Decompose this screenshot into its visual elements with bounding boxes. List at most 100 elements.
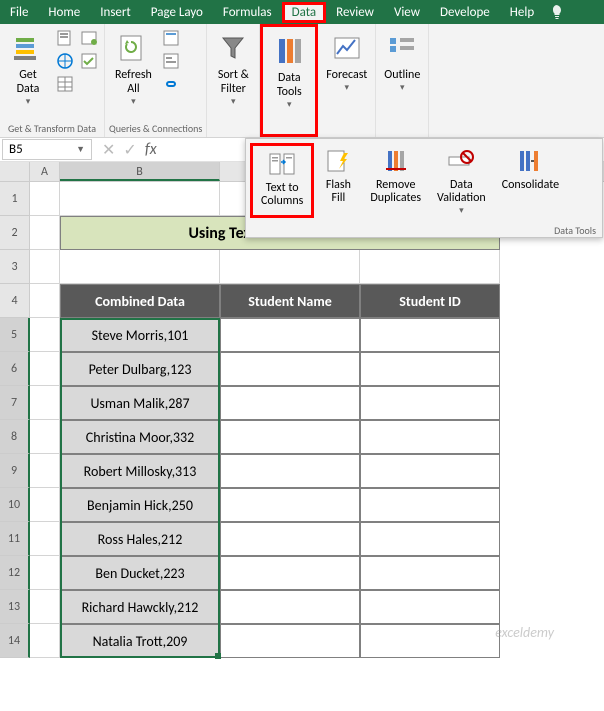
- cell-A12[interactable]: [30, 556, 60, 590]
- cell-C7[interactable]: [220, 386, 360, 420]
- properties-icon[interactable]: [160, 50, 182, 72]
- row-header-7[interactable]: 7: [0, 386, 30, 420]
- tab-home[interactable]: Home: [38, 2, 90, 23]
- remove-duplicates-button[interactable]: Remove Duplicates: [362, 143, 429, 218]
- existing-conn-icon[interactable]: [78, 50, 100, 72]
- cell-A5[interactable]: [30, 318, 60, 352]
- cell-D8[interactable]: [360, 420, 500, 454]
- row-header-5[interactable]: 5: [0, 318, 30, 352]
- cell-C11[interactable]: [220, 522, 360, 556]
- row-header-4[interactable]: 4: [0, 284, 30, 318]
- cell-C10[interactable]: [220, 488, 360, 522]
- data-validation-button[interactable]: Data Validation ▾: [429, 143, 494, 218]
- tab-help[interactable]: Help: [500, 2, 544, 23]
- consolidate-button[interactable]: Consolidate: [494, 143, 567, 218]
- cell-B8[interactable]: Christina Moor,332: [60, 420, 220, 454]
- cell-D12[interactable]: [360, 556, 500, 590]
- cell-C8[interactable]: [220, 420, 360, 454]
- fx-icon[interactable]: fx: [145, 140, 157, 159]
- cell-B1[interactable]: [60, 182, 220, 216]
- get-data-button[interactable]: Get Data ▾: [4, 27, 52, 110]
- cell-C14[interactable]: [220, 624, 360, 658]
- cell-D4[interactable]: Student ID: [360, 284, 500, 318]
- outline-button[interactable]: Outline ▾: [378, 27, 426, 96]
- queries-icon[interactable]: [160, 27, 182, 49]
- col-header-B[interactable]: B: [60, 162, 220, 181]
- row-header-8[interactable]: 8: [0, 420, 30, 454]
- cell-A10[interactable]: [30, 488, 60, 522]
- cell-C9[interactable]: [220, 454, 360, 488]
- cell-D6[interactable]: [360, 352, 500, 386]
- tab-view[interactable]: View: [384, 2, 430, 23]
- refresh-all-button[interactable]: Refresh All ▾: [109, 27, 158, 110]
- tab-data[interactable]: Data: [282, 2, 327, 23]
- cell-A13[interactable]: [30, 590, 60, 624]
- cell-C6[interactable]: [220, 352, 360, 386]
- cell-B12[interactable]: Ben Ducket,223: [60, 556, 220, 590]
- tab-formulas[interactable]: Formulas: [213, 2, 282, 23]
- text-to-columns-button[interactable]: Text to Columns: [250, 143, 314, 218]
- row-header-1[interactable]: 1: [0, 182, 30, 216]
- row-header-13[interactable]: 13: [0, 590, 30, 624]
- forecast-button[interactable]: Forecast ▾: [320, 27, 373, 96]
- row-header-14[interactable]: 14: [0, 624, 30, 658]
- cell-A7[interactable]: [30, 386, 60, 420]
- row-header-9[interactable]: 9: [0, 454, 30, 488]
- cell-D10[interactable]: [360, 488, 500, 522]
- cell-A2[interactable]: [30, 216, 60, 250]
- cell-A8[interactable]: [30, 420, 60, 454]
- cell-B4[interactable]: Combined Data: [60, 284, 220, 318]
- flash-fill-button[interactable]: Flash Fill: [314, 143, 362, 218]
- cell-C4[interactable]: Student Name: [220, 284, 360, 318]
- cell-D5[interactable]: [360, 318, 500, 352]
- cell-D9[interactable]: [360, 454, 500, 488]
- tab-file[interactable]: File: [0, 2, 38, 23]
- cell-A4[interactable]: [30, 284, 60, 318]
- from-web-icon[interactable]: [54, 50, 76, 72]
- from-text-icon[interactable]: [54, 27, 76, 49]
- cell-B11[interactable]: Ross Hales,212: [60, 522, 220, 556]
- cell-A1[interactable]: [30, 182, 60, 216]
- cell-B14[interactable]: Natalia Trott,209: [60, 624, 220, 658]
- row-header-10[interactable]: 10: [0, 488, 30, 522]
- name-box-arrow[interactable]: ▼: [76, 144, 85, 155]
- cell-C5[interactable]: [220, 318, 360, 352]
- cell-C3[interactable]: [220, 250, 360, 284]
- sort-filter-button[interactable]: Sort & Filter ▾: [209, 27, 257, 110]
- cell-B6[interactable]: Peter Dulbarg,123: [60, 352, 220, 386]
- cell-A9[interactable]: [30, 454, 60, 488]
- cell-C13[interactable]: [220, 590, 360, 624]
- cell-C12[interactable]: [220, 556, 360, 590]
- row-header-2[interactable]: 2: [0, 216, 30, 250]
- cell-D3[interactable]: [360, 250, 500, 284]
- data-tools-button[interactable]: Data Tools ▾: [265, 30, 313, 113]
- col-header-A[interactable]: A: [30, 162, 60, 181]
- cell-D13[interactable]: [360, 590, 500, 624]
- cell-D14[interactable]: [360, 624, 500, 658]
- edit-links-icon[interactable]: [160, 73, 182, 95]
- cell-A6[interactable]: [30, 352, 60, 386]
- cell-A14[interactable]: [30, 624, 60, 658]
- tell-me-icon[interactable]: [550, 4, 570, 20]
- row-header-11[interactable]: 11: [0, 522, 30, 556]
- name-box[interactable]: B5 ▼: [2, 139, 92, 160]
- tab-review[interactable]: Review: [326, 2, 384, 23]
- cell-B10[interactable]: Benjamin Hick,250: [60, 488, 220, 522]
- row-header-3[interactable]: 3: [0, 250, 30, 284]
- cell-D7[interactable]: [360, 386, 500, 420]
- cell-B3[interactable]: [60, 250, 220, 284]
- tab-insert[interactable]: Insert: [90, 2, 141, 23]
- accept-icon[interactable]: ✓: [123, 140, 136, 160]
- select-all-corner[interactable]: [0, 162, 30, 181]
- cell-A3[interactable]: [30, 250, 60, 284]
- cell-B13[interactable]: Richard Hawckly,212: [60, 590, 220, 624]
- from-table-icon[interactable]: [54, 73, 76, 95]
- cell-B9[interactable]: Robert Millosky,313: [60, 454, 220, 488]
- recent-sources-icon[interactable]: [78, 27, 100, 49]
- cell-B5[interactable]: Steve Morris,101: [60, 318, 220, 352]
- tab-developer[interactable]: Develope: [430, 2, 500, 23]
- cell-B7[interactable]: Usman Malik,287: [60, 386, 220, 420]
- tab-pagelayout[interactable]: Page Layo: [141, 2, 213, 23]
- row-header-12[interactable]: 12: [0, 556, 30, 590]
- cell-A11[interactable]: [30, 522, 60, 556]
